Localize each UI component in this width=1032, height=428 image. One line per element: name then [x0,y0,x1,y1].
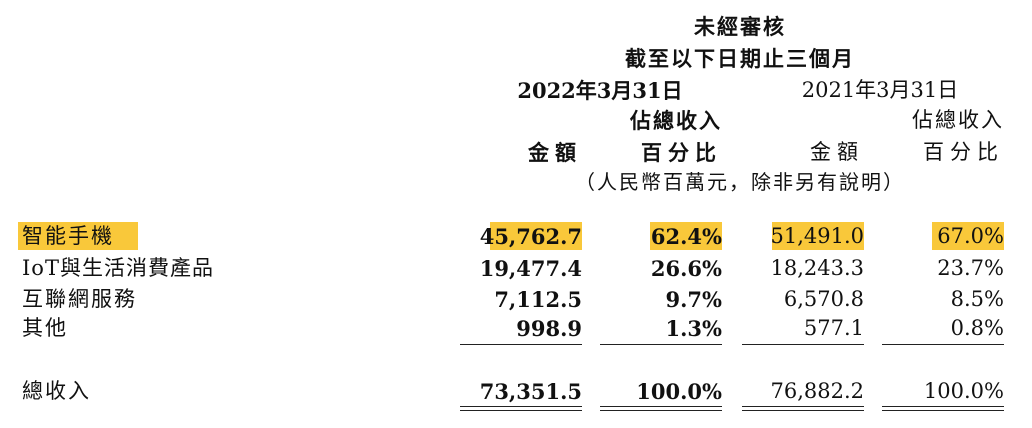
total-double-rule [882,410,1004,411]
header-pct-label-2022: 佔總收入 [630,108,722,133]
total-double-rule [742,406,864,407]
row-amt-2021: 51,491.0 [770,224,864,248]
header-period: 截至以下日期止三個月 [625,46,855,71]
total-pct-2021: 100.0% [923,379,1004,403]
row-pct-2021: 8.5% [950,287,1004,311]
row-pct-2022: 62.4% [650,224,722,249]
row-pct-2021: 23.7% [937,256,1004,280]
subtotal-rule [460,344,582,345]
row-pct-2022: 26.6% [650,256,722,281]
row-label-others: 其他 [22,316,68,340]
total-double-rule [600,410,722,411]
row-amt-2021: 6,570.8 [783,287,864,311]
header-unaudited: 未經審核 [694,14,786,39]
subtotal-rule [882,344,1004,345]
highlight-pct-2022 [650,222,722,250]
total-double-rule [882,406,1004,407]
row-amt-2021: 577.1 [803,316,864,340]
subtotal-rule [600,344,722,345]
header-amount-2021: 金額 [810,140,864,164]
highlight-label [18,222,138,250]
row-label-iot: IoT與生活消費產品 [22,256,214,280]
row-pct-2021: 67.0% [937,224,1004,248]
row-amt-2022: 7,112.5 [494,287,582,312]
row-pct-2021: 0.8% [950,316,1004,340]
row-pct-2022: 9.7% [665,287,723,312]
highlight-amt-2022 [490,222,582,250]
row-pct-2022: 1.3% [665,316,723,341]
header-pct-2021: 百分比 [923,140,1004,164]
header-unit-note: （人民幣百萬元，除非另有說明） [575,170,905,194]
total-label: 總收入 [22,379,91,403]
highlight-amt-2021 [772,222,864,250]
header-amount-2022: 金額 [528,140,582,165]
header-date-2021: 2021年3月31日 [801,78,959,102]
header-date-2022: 2022年3月31日 [517,78,683,103]
row-amt-2022: 998.9 [516,316,582,341]
row-label-smartphone: 智能手機 [22,224,114,248]
total-double-rule [742,410,864,411]
row-amt-2022: 19,477.4 [479,256,582,281]
row-amt-2022: 45,762.7 [479,224,582,249]
highlight-pct-2021 [932,222,1004,250]
header-pct-label-2021: 佔總收入 [912,108,1004,132]
total-double-rule [460,410,582,411]
total-amt-2022: 73,351.5 [479,379,582,404]
subtotal-rule [742,344,864,345]
header-pct-2022: 百分比 [641,140,722,165]
total-pct-2022: 100.0% [636,379,722,404]
total-double-rule [460,406,582,407]
row-amt-2021: 18,243.3 [770,256,864,280]
row-label-internet: 互聯網服務 [22,287,137,311]
total-amt-2021: 76,882.2 [770,379,864,403]
total-double-rule [600,406,722,407]
